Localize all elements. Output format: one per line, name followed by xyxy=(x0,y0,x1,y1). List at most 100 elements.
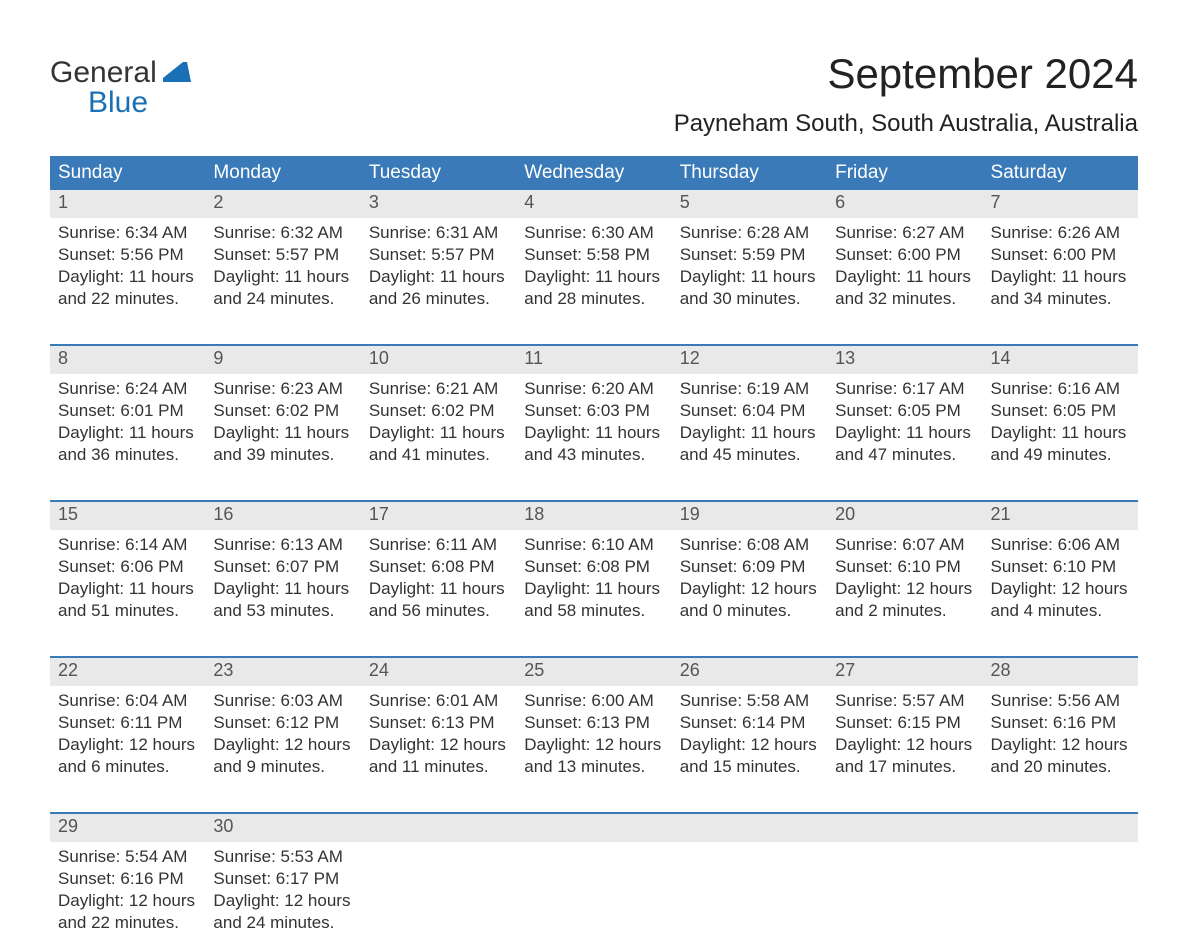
daylight-line: and 49 minutes. xyxy=(991,444,1130,466)
calendar-body: 1234567Sunrise: 6:34 AMSunset: 5:56 PMDa… xyxy=(50,190,1138,942)
sunset-line: Sunset: 6:02 PM xyxy=(213,400,352,422)
sunset-line: Sunset: 6:05 PM xyxy=(835,400,974,422)
daylight-line: and 22 minutes. xyxy=(58,288,197,310)
day-number-cell: 24 xyxy=(361,657,516,686)
sunset-line: Sunset: 6:09 PM xyxy=(680,556,819,578)
sunset-line: Sunset: 6:13 PM xyxy=(524,712,663,734)
day-number-cell: 17 xyxy=(361,501,516,530)
day-content-cell xyxy=(361,842,516,942)
flag-icon xyxy=(163,62,191,82)
daylight-line: and 13 minutes. xyxy=(524,756,663,778)
daylight-line: and 43 minutes. xyxy=(524,444,663,466)
day-content-cell: Sunrise: 6:14 AMSunset: 6:06 PMDaylight:… xyxy=(50,530,205,630)
day-number-cell: 10 xyxy=(361,345,516,374)
daylight-line: Daylight: 12 hours xyxy=(369,734,508,756)
daylight-line: and 22 minutes. xyxy=(58,912,197,934)
daylight-line: Daylight: 11 hours xyxy=(524,422,663,444)
day-number-cell xyxy=(516,813,671,842)
sunset-line: Sunset: 6:05 PM xyxy=(991,400,1130,422)
daylight-line: and 15 minutes. xyxy=(680,756,819,778)
daylight-line: and 24 minutes. xyxy=(213,288,352,310)
calendar-table: Sunday Monday Tuesday Wednesday Thursday… xyxy=(50,156,1138,942)
day-content-cell: Sunrise: 6:04 AMSunset: 6:11 PMDaylight:… xyxy=(50,686,205,786)
sunrise-line: Sunrise: 5:58 AM xyxy=(680,690,819,712)
daylight-line: Daylight: 12 hours xyxy=(680,734,819,756)
day-number-cell: 15 xyxy=(50,501,205,530)
daylight-line: Daylight: 12 hours xyxy=(58,890,197,912)
sunset-line: Sunset: 6:08 PM xyxy=(524,556,663,578)
sunrise-line: Sunrise: 6:19 AM xyxy=(680,378,819,400)
sunset-line: Sunset: 5:56 PM xyxy=(58,244,197,266)
daylight-line: Daylight: 12 hours xyxy=(58,734,197,756)
daylight-line: Daylight: 11 hours xyxy=(213,422,352,444)
sunrise-line: Sunrise: 6:31 AM xyxy=(369,222,508,244)
daylight-line: Daylight: 11 hours xyxy=(991,422,1130,444)
day-content-row: Sunrise: 6:24 AMSunset: 6:01 PMDaylight:… xyxy=(50,374,1138,474)
daylight-line: Daylight: 11 hours xyxy=(835,422,974,444)
day-content-cell: Sunrise: 6:01 AMSunset: 6:13 PMDaylight:… xyxy=(361,686,516,786)
daylight-line: and 6 minutes. xyxy=(58,756,197,778)
day-content-cell: Sunrise: 6:27 AMSunset: 6:00 PMDaylight:… xyxy=(827,218,982,318)
day-number-cell: 12 xyxy=(672,345,827,374)
day-content-row: Sunrise: 6:04 AMSunset: 6:11 PMDaylight:… xyxy=(50,686,1138,786)
sunset-line: Sunset: 6:04 PM xyxy=(680,400,819,422)
day-number-cell: 7 xyxy=(983,190,1138,218)
sunset-line: Sunset: 6:15 PM xyxy=(835,712,974,734)
daylight-line: and 20 minutes. xyxy=(991,756,1130,778)
brand-logo: General Blue xyxy=(50,58,191,118)
day-content-row: Sunrise: 5:54 AMSunset: 6:16 PMDaylight:… xyxy=(50,842,1138,942)
daylight-line: Daylight: 11 hours xyxy=(369,422,508,444)
daylight-line: Daylight: 11 hours xyxy=(680,266,819,288)
day-number-cell: 14 xyxy=(983,345,1138,374)
sunrise-line: Sunrise: 5:54 AM xyxy=(58,846,197,868)
sunset-line: Sunset: 5:57 PM xyxy=(369,244,508,266)
location: Payneham South, South Australia, Austral… xyxy=(674,110,1138,138)
day-content-cell: Sunrise: 6:26 AMSunset: 6:00 PMDaylight:… xyxy=(983,218,1138,318)
daylight-line: Daylight: 11 hours xyxy=(58,266,197,288)
week-separator xyxy=(50,786,1138,813)
daylight-line: Daylight: 11 hours xyxy=(524,578,663,600)
daylight-line: and 47 minutes. xyxy=(835,444,974,466)
sunset-line: Sunset: 6:06 PM xyxy=(58,556,197,578)
sunrise-line: Sunrise: 6:34 AM xyxy=(58,222,197,244)
header: General Blue September 2024 Payneham Sou… xyxy=(50,50,1138,138)
week-separator xyxy=(50,318,1138,345)
day-content-cell xyxy=(672,842,827,942)
sunrise-line: Sunrise: 6:03 AM xyxy=(213,690,352,712)
title-block: September 2024 Payneham South, South Aus… xyxy=(674,50,1138,138)
sunset-line: Sunset: 6:03 PM xyxy=(524,400,663,422)
sunrise-line: Sunrise: 6:17 AM xyxy=(835,378,974,400)
day-number-cell: 3 xyxy=(361,190,516,218)
day-content-cell: Sunrise: 6:19 AMSunset: 6:04 PMDaylight:… xyxy=(672,374,827,474)
sunrise-line: Sunrise: 6:23 AM xyxy=(213,378,352,400)
day-content-cell: Sunrise: 6:31 AMSunset: 5:57 PMDaylight:… xyxy=(361,218,516,318)
day-number-row: 1234567 xyxy=(50,190,1138,218)
sunrise-line: Sunrise: 6:04 AM xyxy=(58,690,197,712)
sunrise-line: Sunrise: 6:28 AM xyxy=(680,222,819,244)
day-number-cell: 20 xyxy=(827,501,982,530)
day-number-cell: 11 xyxy=(516,345,671,374)
day-number-cell: 9 xyxy=(205,345,360,374)
day-content-cell: Sunrise: 6:32 AMSunset: 5:57 PMDaylight:… xyxy=(205,218,360,318)
weekday-header: Friday xyxy=(827,156,982,190)
sunrise-line: Sunrise: 6:07 AM xyxy=(835,534,974,556)
sunrise-line: Sunrise: 6:24 AM xyxy=(58,378,197,400)
day-content-cell: Sunrise: 6:21 AMSunset: 6:02 PMDaylight:… xyxy=(361,374,516,474)
weekday-header: Monday xyxy=(205,156,360,190)
weekday-header: Sunday xyxy=(50,156,205,190)
weekday-header: Tuesday xyxy=(361,156,516,190)
daylight-line: Daylight: 11 hours xyxy=(680,422,819,444)
brand-part2: Blue xyxy=(88,86,148,119)
day-content-cell: Sunrise: 5:54 AMSunset: 6:16 PMDaylight:… xyxy=(50,842,205,942)
daylight-line: Daylight: 12 hours xyxy=(991,578,1130,600)
daylight-line: and 24 minutes. xyxy=(213,912,352,934)
daylight-line: and 11 minutes. xyxy=(369,756,508,778)
sunrise-line: Sunrise: 6:06 AM xyxy=(991,534,1130,556)
day-content-cell xyxy=(516,842,671,942)
day-number-cell xyxy=(983,813,1138,842)
daylight-line: and 4 minutes. xyxy=(991,600,1130,622)
day-content-cell: Sunrise: 6:00 AMSunset: 6:13 PMDaylight:… xyxy=(516,686,671,786)
day-content-cell: Sunrise: 5:53 AMSunset: 6:17 PMDaylight:… xyxy=(205,842,360,942)
day-content-row: Sunrise: 6:34 AMSunset: 5:56 PMDaylight:… xyxy=(50,218,1138,318)
day-content-cell xyxy=(983,842,1138,942)
